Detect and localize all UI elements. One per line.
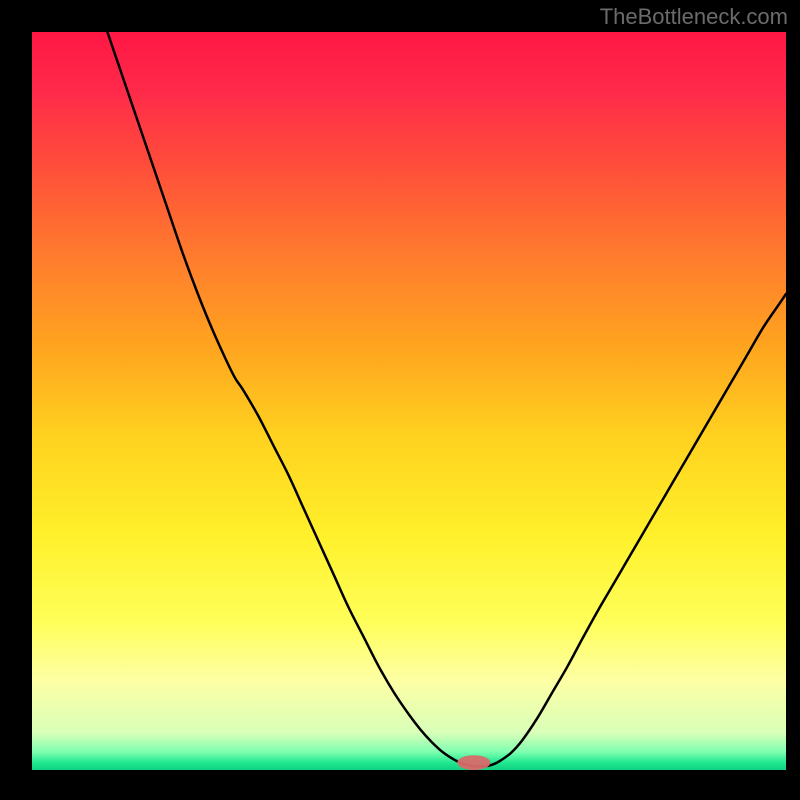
watermark-text: TheBottleneck.com [600, 4, 788, 30]
bottleneck-curve [107, 32, 786, 767]
optimal-zone-marker [457, 755, 490, 770]
chart-svg [0, 0, 800, 800]
